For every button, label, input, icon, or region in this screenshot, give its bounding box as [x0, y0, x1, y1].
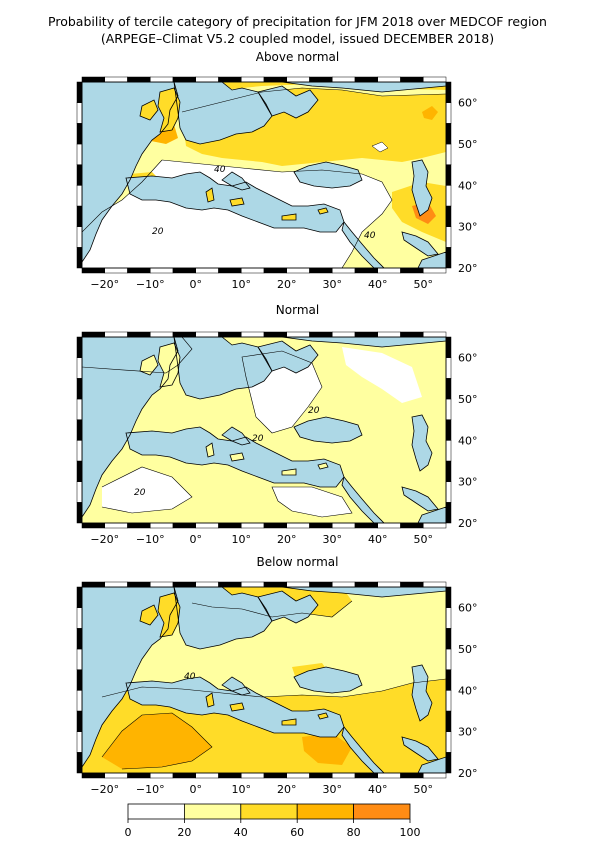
contour-label: 20 — [134, 488, 146, 498]
lon-tick-label: 50° — [414, 278, 434, 291]
colorbar-label: 100 — [400, 826, 421, 839]
lon-tick-label: 30° — [323, 533, 343, 546]
map-panel-above-normal: 40 20 40 — [82, 82, 446, 268]
colorbar-label: 0 — [125, 826, 132, 839]
lat-tick-label: 20° — [458, 517, 478, 530]
lat-tick-label: 60° — [458, 602, 478, 615]
lat-tick-label: 40° — [458, 434, 478, 447]
lat-tick-label: 60° — [458, 97, 478, 110]
lon-tick-label: 20° — [277, 278, 297, 291]
lat-tick-label: 50° — [458, 643, 478, 656]
lon-tick-label: 50° — [414, 783, 434, 796]
panel-title-below-normal: Below normal — [256, 555, 339, 569]
lon-tick-label: −20° — [90, 783, 119, 796]
lat-tick-label: 20° — [458, 767, 478, 780]
colorbar-label: 40 — [234, 826, 248, 839]
colorbar-label: 60 — [290, 826, 304, 839]
colorbar-swatch — [296, 803, 355, 820]
colorbar-swatch — [127, 803, 185, 820]
lon-tick-label: 20° — [277, 533, 297, 546]
lon-tick-label: 20° — [277, 783, 297, 796]
lat-tick-label: 40° — [458, 684, 478, 697]
contour-label: 20 — [152, 227, 164, 237]
map-frame: −20° −10° 0° 10° 20° 30° 40° 50° 60° 50° 40° 30° 20° — [76, 581, 478, 796]
lon-tick-label: 10° — [232, 278, 252, 291]
lon-tick-label: −20° — [90, 533, 119, 546]
colorbar-swatch — [353, 803, 411, 820]
lon-tick-label: −10° — [136, 533, 165, 546]
map-title-line1: Probability of tercile category of preci… — [48, 14, 547, 29]
lon-tick-label: 50° — [414, 533, 434, 546]
map-panel-normal: 20 20 20 — [82, 337, 446, 523]
lon-tick-label: −10° — [136, 278, 165, 291]
lon-tick-label: 10° — [232, 533, 252, 546]
lon-tick-label: 40° — [368, 278, 388, 291]
lat-tick-label: 30° — [458, 476, 478, 489]
panel-title-above-normal: Above normal — [255, 50, 340, 64]
map-axes: −20° −10° 0° 10° 20° 30° 40° 50° 60° 50° 40° 30° 20°… — [76, 76, 478, 796]
colorbar-swatch — [240, 803, 298, 820]
lon-tick-label: 0° — [190, 783, 203, 796]
lat-tick-label: 40° — [458, 179, 478, 192]
colorbar-label: 20 — [177, 826, 191, 839]
contour-label: 40 — [364, 231, 376, 241]
contour-label: 20 — [252, 434, 264, 444]
colorbar: 0 20 40 60 80 100 — [125, 803, 421, 839]
lon-tick-label: 30° — [323, 783, 343, 796]
lon-tick-label: −10° — [136, 783, 165, 796]
map-frame: −20° −10° 0° 10° 20° 30° 40° 50° 60° 50° 40° 30° 20° — [76, 331, 478, 546]
lat-tick-label: 60° — [458, 352, 478, 365]
lon-tick-label: 10° — [232, 783, 252, 796]
panel-title-normal: Normal — [275, 303, 320, 317]
map-panel-below-normal: 40 — [82, 587, 446, 773]
map-frame: −20° −10° 0° 10° 20° 30° 40° 50° 60° 50° 40° 30° 20° — [76, 76, 478, 291]
lon-tick-label: 0° — [190, 278, 203, 291]
map-title-line2: (ARPEGE–Climat V5.2 coupled model, issue… — [100, 31, 495, 46]
lat-tick-label: 20° — [458, 262, 478, 275]
lat-tick-label: 50° — [458, 393, 478, 406]
contour-label: 40 — [184, 672, 196, 682]
contour-label: 20 — [308, 406, 320, 416]
lon-tick-label: −20° — [90, 278, 119, 291]
lat-tick-label: 30° — [458, 221, 478, 234]
lon-tick-label: 30° — [323, 278, 343, 291]
colorbar-swatch — [183, 803, 242, 820]
lon-tick-label: 40° — [368, 533, 388, 546]
lon-tick-label: 0° — [190, 533, 203, 546]
colorbar-label: 80 — [347, 826, 361, 839]
lon-tick-label: 40° — [368, 783, 388, 796]
contour-label: 40 — [214, 165, 226, 175]
lat-tick-label: 30° — [458, 726, 478, 739]
lat-tick-label: 50° — [458, 138, 478, 151]
